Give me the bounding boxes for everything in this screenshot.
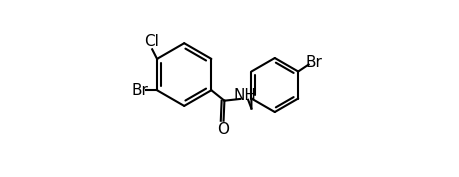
Text: NH: NH: [233, 88, 256, 103]
Text: Br: Br: [306, 55, 323, 70]
Text: Cl: Cl: [144, 34, 159, 49]
Text: O: O: [217, 122, 229, 137]
Text: Br: Br: [132, 83, 149, 98]
